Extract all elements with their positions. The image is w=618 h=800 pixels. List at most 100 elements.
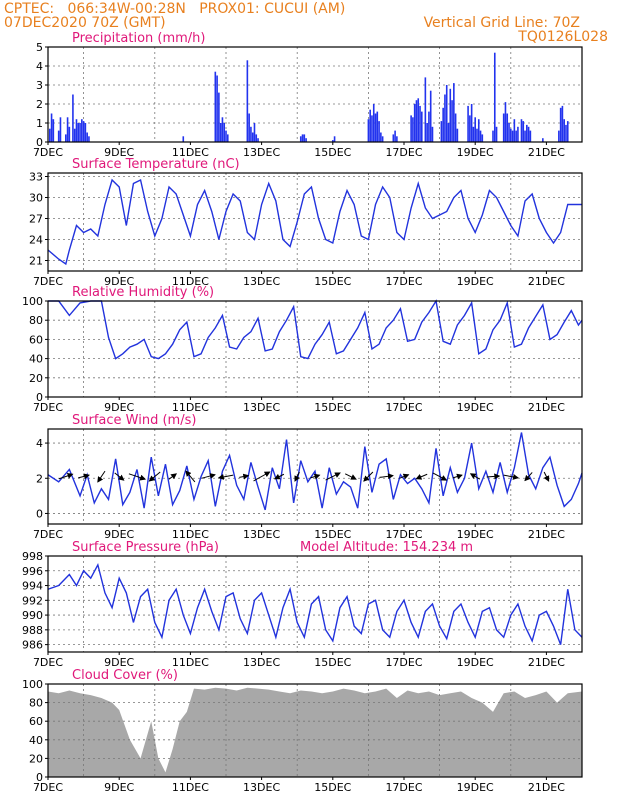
wind-vector-arrow — [185, 470, 196, 483]
bar-precip — [75, 119, 78, 142]
panel-title-cloud: Cloud Cover (%) — [72, 668, 178, 683]
y-tick-label-pressure: 992 — [22, 594, 43, 607]
panel-frame-pressure — [47, 555, 583, 653]
x-tick-label-precip: 9DEC — [104, 146, 134, 159]
panel-title-rh: Relative Humidity (%) — [72, 285, 214, 300]
wind-vector-arrow — [97, 470, 106, 483]
y-tick-label-pressure: 986 — [22, 639, 43, 652]
bar-precip — [513, 119, 516, 142]
bar-precip — [84, 123, 87, 142]
panel-frame-wind — [47, 428, 583, 525]
wind-vector-arrow — [452, 473, 463, 480]
bar-precip — [445, 85, 448, 142]
wind-vector-arrow — [310, 473, 321, 480]
bar-precip — [420, 111, 423, 142]
bar-precip — [59, 117, 62, 142]
bar-precip — [526, 124, 528, 142]
x-tick-label-rh: 19DEC — [457, 401, 494, 414]
y-tick-label-precip: 4 — [36, 60, 43, 73]
bar-precip — [566, 121, 569, 142]
wind-vector-arrow — [469, 473, 480, 480]
y-tick-label-temp: 33 — [29, 171, 43, 184]
x-tick-label-cloud: 9DEC — [104, 781, 134, 794]
bar-precip — [506, 113, 509, 142]
x-tick-label-temp: 19DEC — [457, 275, 494, 288]
bar-precip — [419, 105, 421, 142]
bar-precip — [476, 128, 478, 142]
x-tick-label-pressure: 17DEC — [385, 656, 422, 669]
wind-vector-arrow — [114, 472, 125, 481]
panel-frame-temp — [47, 172, 583, 272]
bar-precip — [474, 117, 477, 142]
wind-vector-arrow — [344, 473, 357, 480]
bar-precip — [299, 136, 302, 142]
bar-precip — [66, 117, 69, 142]
bar-precip — [467, 105, 469, 142]
x-tick-label-pressure: 15DEC — [314, 656, 351, 669]
bar-precip — [216, 75, 218, 142]
bar-precip — [72, 94, 74, 142]
y-tick-label-precip: 0 — [36, 136, 43, 149]
y-tick-label-cloud: 20 — [29, 752, 43, 765]
bar-precip — [429, 90, 432, 142]
bar-precip — [520, 119, 523, 142]
bar-precip — [472, 126, 475, 142]
bar-precip — [495, 126, 498, 142]
bar-precip — [52, 119, 55, 142]
y-tick-label-cloud: 80 — [29, 697, 43, 710]
run-code: TQ0126L028 — [518, 29, 608, 45]
bar-precip — [453, 83, 455, 142]
y-tick-label-rh: 100 — [22, 295, 43, 308]
x-tick-label-cloud: 15DEC — [314, 781, 351, 794]
series-line-pressure — [47, 562, 583, 645]
bar-precip — [57, 130, 60, 142]
bar-precip — [82, 121, 85, 142]
x-tick-label-temp: 7DEC — [33, 275, 63, 288]
panel-wind: Surface Wind (m/s) 0 2 4 7DEC 9DEC 11DEC 13DEC 1… — [33, 413, 583, 541]
panel-cloud: Cloud Cover (%) 0 20 40 60 80 100 7DEC 9DEC 11DEC… — [22, 668, 583, 794]
bar-precip — [558, 130, 560, 142]
bar-precip — [517, 126, 519, 142]
y-tick-label-precip: 1 — [36, 117, 43, 130]
y-tick-label-pressure: 996 — [22, 565, 43, 578]
x-tick-label-wind: 15DEC — [314, 528, 351, 541]
bar-precip — [86, 132, 88, 142]
bar-precip — [68, 126, 71, 142]
y-tick-label-temp: 27 — [29, 213, 43, 226]
bar-precip — [73, 128, 76, 142]
bar-precip — [380, 132, 382, 142]
bar-precip — [413, 104, 416, 142]
y-tick-label-wind: 0 — [36, 507, 43, 520]
bar-precip — [248, 113, 250, 142]
x-tick-label-temp: 17DEC — [385, 275, 422, 288]
y-tick-label-cloud: 100 — [22, 678, 43, 691]
wind-vector-arrow — [486, 473, 501, 480]
wind-vector-arrow — [78, 473, 90, 480]
x-tick-label-pressure: 13DEC — [243, 656, 280, 669]
panel-precip: Precipitation (mm/h) 0 1 2 3 4 5 7DEC 9DEC 11DEC 1… — [33, 31, 583, 159]
wind-vector-arrow — [503, 473, 519, 480]
bar-precip — [565, 124, 567, 142]
bar-precip — [504, 102, 507, 142]
bar-precip — [417, 98, 420, 142]
y-tick-label-pressure: 994 — [22, 580, 43, 593]
panel-pressure: Surface Pressure (hPa) Model Altitude: 15… — [22, 540, 583, 669]
y-tick-label-wind: 4 — [36, 437, 43, 450]
y-tick-label-cloud: 60 — [29, 715, 43, 728]
bar-precip — [182, 136, 185, 142]
bar-precip — [333, 136, 336, 142]
bar-precip — [479, 130, 482, 142]
bar-precip — [481, 134, 484, 142]
panel-frame-cloud — [47, 683, 583, 778]
x-tick-label-cloud: 19DEC — [457, 781, 494, 794]
bar-precip — [508, 123, 510, 142]
y-tick-label-pressure: 990 — [22, 609, 43, 622]
x-tick-label-wind: 19DEC — [457, 528, 494, 541]
bar-precip — [303, 134, 306, 142]
x-tick-label-precip: 11DEC — [172, 146, 209, 159]
bar-precip — [301, 134, 304, 142]
bar-precip — [255, 134, 258, 142]
bar-precip — [214, 71, 217, 142]
panel-title-pressure: Surface Pressure (hPa) — [72, 540, 219, 555]
x-tick-label-cloud: 13DEC — [243, 781, 280, 794]
